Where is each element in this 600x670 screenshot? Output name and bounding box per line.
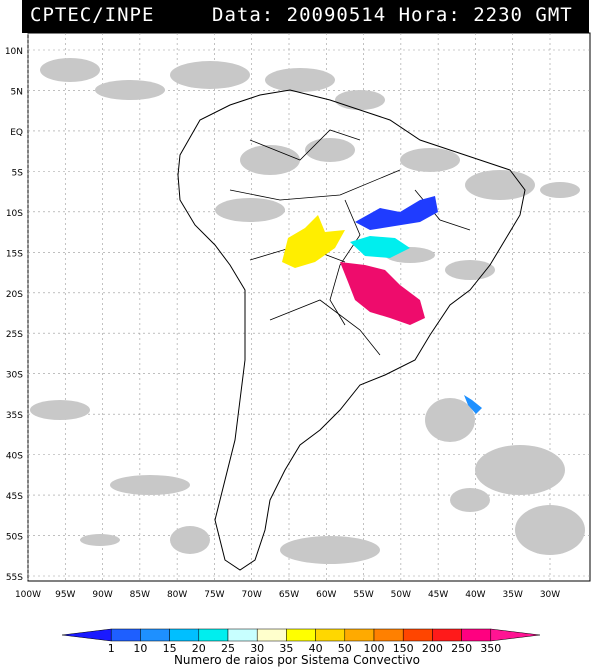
lat-label: 25S — [6, 330, 23, 340]
lat-label: 50S — [6, 533, 23, 543]
lightning-cluster-magenta — [340, 262, 425, 325]
datetime-label: Data: 20090514 Hora: 2230 GMT — [212, 4, 573, 26]
colorbar-tick-label: 350 — [480, 642, 501, 655]
colorbar-tick-label: 20 — [192, 642, 206, 655]
colorbar-swatch — [402, 628, 433, 642]
lon-label: 100W — [15, 590, 41, 600]
lat-label: 15S — [6, 249, 23, 259]
lat-label: 45S — [6, 492, 23, 502]
lon-label: 45W — [428, 590, 448, 600]
lon-label: 30W — [540, 590, 560, 600]
colorbar-swatch — [461, 628, 492, 642]
lightning-cluster-blue — [355, 196, 438, 230]
lat-label: 10N — [5, 47, 23, 57]
lat-label: 10S — [6, 209, 23, 219]
colorbar-swatch — [490, 628, 541, 642]
colorbar-tick-label: 25 — [221, 642, 235, 655]
lon-label: 75W — [204, 590, 224, 600]
lon-label: 35W — [503, 590, 523, 600]
colorbar-swatch — [169, 628, 200, 642]
lon-label: 80W — [167, 590, 187, 600]
lightning-cluster-offshore — [464, 395, 482, 414]
lightning-cluster-cyan — [350, 236, 410, 258]
lat-label: 55S — [6, 573, 23, 583]
colorbar-tick-label: 35 — [279, 642, 293, 655]
colorbar-label: Numero de raios por Sistema Convectivo — [174, 653, 420, 667]
colorbar-tick-label: 100 — [364, 642, 385, 655]
lat-label: EQ — [10, 128, 23, 138]
lightning-cluster-yellow — [282, 215, 345, 268]
colorbar-tick-label: 40 — [309, 642, 323, 655]
lon-label: 55W — [353, 590, 373, 600]
colorbar-tick-label: 15 — [163, 642, 177, 655]
colorbar-tick-label: 200 — [422, 642, 443, 655]
colorbar-swatch — [227, 628, 258, 642]
colorbar-swatch — [256, 628, 287, 642]
colorbar-tick-label: 150 — [393, 642, 414, 655]
lon-label: 65W — [279, 590, 299, 600]
lon-label: 90W — [92, 590, 112, 600]
colorbar-swatch — [110, 628, 141, 642]
lon-label: 95W — [55, 590, 75, 600]
colorbar-swatch — [198, 628, 229, 642]
lon-label: 50W — [391, 590, 411, 600]
colorbar-tick-label: 1 — [108, 642, 115, 655]
lon-label: 60W — [316, 590, 336, 600]
lightning-clusters — [282, 196, 482, 414]
lat-label: 35S — [6, 411, 23, 421]
colorbar-swatch — [315, 628, 346, 642]
lon-label: 85W — [130, 590, 150, 600]
lon-label: 40W — [465, 590, 485, 600]
lat-label: 5N — [11, 87, 23, 97]
colorbar-swatch — [61, 628, 112, 642]
lat-label: 20S — [6, 290, 23, 300]
colorbar-swatch — [344, 628, 375, 642]
colorbar-tick-label: 50 — [338, 642, 352, 655]
colorbar-swatch — [140, 628, 170, 642]
colorbar-swatch — [373, 628, 404, 642]
colorbar-swatches — [61, 628, 541, 642]
lat-label: 5S — [12, 168, 24, 178]
colorbar-tick-label: 30 — [250, 642, 264, 655]
colorbar-tick-label: 10 — [133, 642, 147, 655]
colorbar-ticks: 1 10 15 20 25 30 35 40 50 100 150 200 250 350 — [108, 642, 502, 655]
colorbar-tick-label: 250 — [451, 642, 472, 655]
lat-label: 30S — [6, 371, 23, 381]
colorbar-swatch — [432, 628, 462, 642]
source-label: CPTEC/INPE — [30, 4, 155, 26]
lat-label: 40S — [6, 452, 23, 462]
colorbar-swatch — [286, 628, 316, 642]
title-bar: CPTEC/INPE Data: 20090514 Hora: 2230 GMT — [22, 0, 589, 33]
lon-label: 70W — [242, 590, 262, 600]
latitude-labels: 10N 5N EQ 5S 10S 15S 20S 25S 30S 35S 40S 45S 50S 55S — [5, 47, 23, 583]
longitude-labels: 100W 95W 90W 85W 80W 75W 70W 65W 60W 55W 50W 45W 40W… — [15, 590, 560, 600]
